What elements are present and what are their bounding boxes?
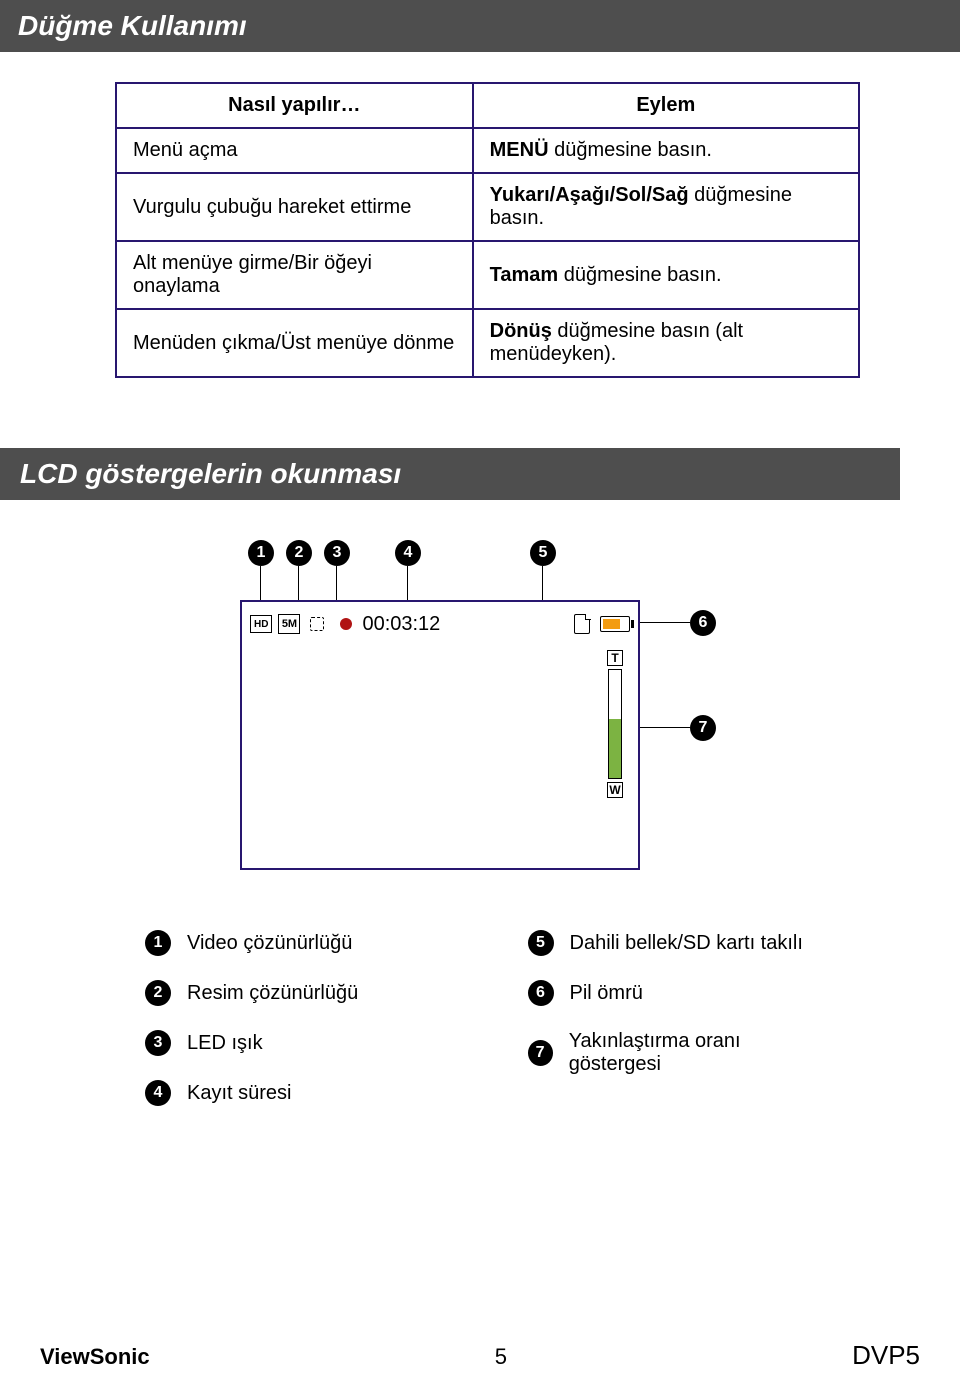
led-icon (306, 614, 328, 634)
legend: 1 Video çözünürlüğü 2 Resim çözünürlüğü … (115, 930, 860, 1130)
table-cell-left: Vurgulu çubuğu hareket ettirme (116, 173, 473, 241)
callout-3: 3 (324, 540, 350, 566)
battery-icon (600, 616, 630, 632)
callout-1: 1 (248, 540, 274, 566)
callout-line (638, 622, 690, 623)
legend-label: Resim çözünürlüğü (187, 982, 358, 1005)
bold-prefix: Dönüş (490, 320, 552, 342)
table-cell-right: Yukarı/Aşağı/Sol/Sağ düğmesine basın. (473, 173, 859, 241)
lcd-topbar: HD 5M 00:03:12 (250, 610, 630, 638)
record-time: 00:03:12 (362, 613, 440, 636)
legend-label: Dahili bellek/SD kartı takılı (570, 932, 803, 955)
page-footer: ViewSonic 5 DVP5 (40, 1340, 920, 1371)
zoom-fill (609, 719, 621, 778)
footer-brand: ViewSonic (40, 1344, 150, 1370)
legend-num: 7 (528, 1040, 553, 1066)
callout-line (638, 727, 690, 728)
footer-model: DVP5 (852, 1340, 920, 1371)
legend-num: 5 (528, 930, 554, 956)
footer-page-number: 5 (495, 1344, 507, 1370)
legend-label: Yakınlaştırma oranı göstergesi (569, 1030, 830, 1076)
zoom-tele-label: T (607, 650, 623, 666)
zoom-indicator: T W (606, 650, 624, 800)
table-row: Vurgulu çubuğu hareket ettirme Yukarı/Aş… (116, 173, 859, 241)
legend-item: 5 Dahili bellek/SD kartı takılı (528, 930, 831, 956)
legend-label: Kayıt süresi (187, 1082, 291, 1105)
callout-6: 6 (690, 610, 716, 636)
table-header-right: Eylem (473, 83, 859, 128)
legend-num: 2 (145, 980, 171, 1006)
table-cell-left: Alt menüye girme/Bir öğeyi onaylama (116, 241, 473, 309)
section2-title: LCD göstergelerin okunması (0, 448, 900, 500)
section1-title: Düğme Kullanımı (0, 0, 960, 52)
legend-label: Pil ömrü (570, 982, 643, 1005)
lcd-screen: HD 5M 00:03:12 T W (240, 600, 640, 870)
legend-num: 3 (145, 1030, 171, 1056)
hd-icon: HD (250, 615, 272, 633)
callout-5: 5 (530, 540, 556, 566)
table-row: Menü açma MENÜ düğmesine basın. (116, 128, 859, 173)
table-cell-right: Tamam düğmesine basın. (473, 241, 859, 309)
callout-2: 2 (286, 540, 312, 566)
callout-4: 4 (395, 540, 421, 566)
legend-item: 3 LED ışık (145, 1030, 448, 1056)
table-row: Menüden çıkma/Üst menüye dönme Dönüş düğ… (116, 309, 859, 377)
table-cell-left: Menüden çıkma/Üst menüye dönme (116, 309, 473, 377)
battery-fill (603, 619, 620, 629)
legend-item: 1 Video çözünürlüğü (145, 930, 448, 956)
lcd-diagram: 1 2 3 4 5 6 7 HD 5M 00:03: (200, 540, 760, 880)
table-header-left: Nasıl yapılır… (116, 83, 473, 128)
record-dot-icon (340, 618, 352, 630)
legend-item: 4 Kayıt süresi (145, 1080, 448, 1106)
bold-prefix: MENÜ (490, 139, 549, 161)
bold-prefix: Yukarı/Aşağı/Sol/Sağ (490, 184, 689, 206)
table-cell-left: Menü açma (116, 128, 473, 173)
callout-7: 7 (690, 715, 716, 741)
section-button-usage: Düğme Kullanımı Nasıl yapılır… Eylem Men… (0, 0, 960, 378)
legend-col-left: 1 Video çözünürlüğü 2 Resim çözünürlüğü … (145, 930, 448, 1130)
legend-label: Video çözünürlüğü (187, 932, 352, 955)
legend-item: 6 Pil ömrü (528, 980, 831, 1006)
section-lcd-indicators: LCD göstergelerin okunması 1 2 3 4 5 6 7… (0, 448, 960, 1130)
sd-card-icon (574, 614, 590, 634)
legend-item: 2 Resim çözünürlüğü (145, 980, 448, 1006)
legend-label: LED ışık (187, 1032, 263, 1055)
resolution-icon: 5M (278, 614, 300, 634)
legend-num: 1 (145, 930, 171, 956)
table-row: Alt menüye girme/Bir öğeyi onaylama Tama… (116, 241, 859, 309)
legend-num: 6 (528, 980, 554, 1006)
table-cell-right: MENÜ düğmesine basın. (473, 128, 859, 173)
table-cell-right: Dönüş düğmesine basın (alt menüdeyken). (473, 309, 859, 377)
legend-num: 4 (145, 1080, 171, 1106)
legend-col-right: 5 Dahili bellek/SD kartı takılı 6 Pil öm… (528, 930, 831, 1130)
bold-prefix: Tamam (490, 264, 559, 286)
zoom-wide-label: W (607, 782, 623, 798)
zoom-track (608, 669, 622, 779)
action-table: Nasıl yapılır… Eylem Menü açma MENÜ düğm… (115, 82, 860, 378)
legend-item: 7 Yakınlaştırma oranı göstergesi (528, 1030, 831, 1076)
